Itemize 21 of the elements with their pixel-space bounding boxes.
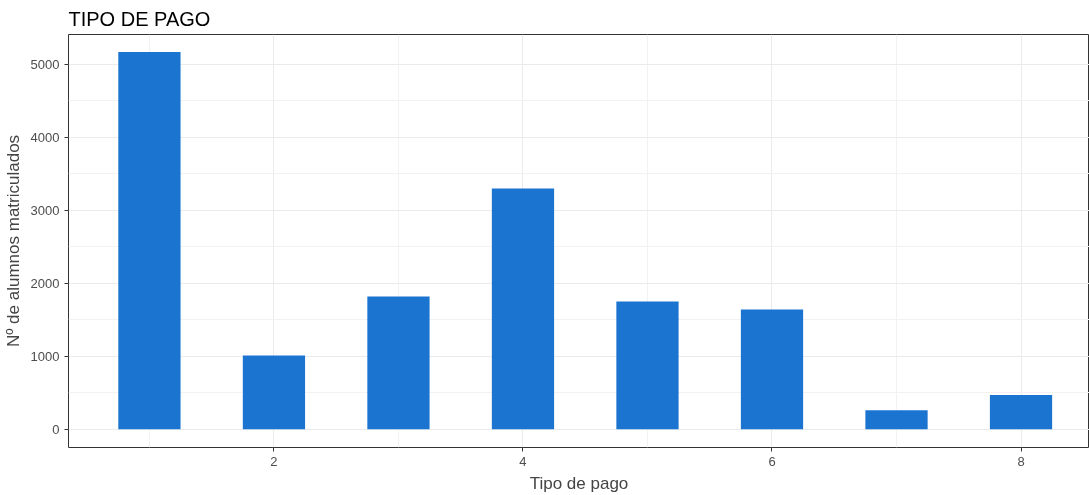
y-tick-label: 2000	[30, 275, 60, 291]
x-tick-label: 2	[270, 453, 278, 469]
bar	[865, 410, 928, 430]
x-axis-title: Tipo de pago	[529, 473, 629, 493]
x-tick-label: 8	[1017, 453, 1025, 469]
y-axis-title: Nº de alumnos matriculados	[3, 134, 23, 348]
x-tick-label: 6	[768, 453, 776, 469]
bar	[989, 394, 1053, 430]
y-tick-label: 5000	[30, 56, 60, 72]
bar	[616, 301, 679, 430]
y-tick-label: 1000	[30, 348, 60, 364]
bar	[367, 296, 430, 430]
x-tick-label: 4	[519, 453, 527, 469]
bar	[491, 188, 555, 430]
y-tick-label: 4000	[30, 129, 60, 145]
bar	[242, 355, 306, 430]
y-tick-label: 3000	[30, 202, 60, 218]
bar	[118, 52, 181, 430]
bar	[740, 309, 804, 430]
chart-title: TIPO DE PAGO	[68, 7, 211, 30]
y-tick-label: 0	[52, 421, 60, 437]
